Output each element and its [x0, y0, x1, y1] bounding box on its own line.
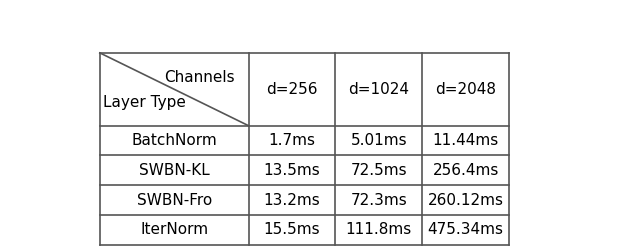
- Text: 111.8ms: 111.8ms: [346, 222, 412, 237]
- Text: 72.5ms: 72.5ms: [351, 163, 407, 178]
- Text: SWBN-KL: SWBN-KL: [139, 163, 210, 178]
- Text: 5.01ms: 5.01ms: [351, 133, 407, 148]
- Text: 1.7ms: 1.7ms: [269, 133, 316, 148]
- Text: BatchNorm: BatchNorm: [131, 133, 217, 148]
- Text: d=256: d=256: [266, 82, 318, 97]
- Text: 256.4ms: 256.4ms: [433, 163, 499, 178]
- Text: IterNorm: IterNorm: [140, 222, 208, 237]
- Text: Layer Type: Layer Type: [103, 95, 186, 110]
- Text: d=2048: d=2048: [435, 82, 496, 97]
- Text: d=1024: d=1024: [348, 82, 410, 97]
- Text: 475.34ms: 475.34ms: [428, 222, 504, 237]
- Text: 72.3ms: 72.3ms: [351, 192, 407, 207]
- Text: 13.2ms: 13.2ms: [264, 192, 321, 207]
- Text: 13.5ms: 13.5ms: [264, 163, 321, 178]
- Text: Channels: Channels: [164, 70, 234, 85]
- Text: 11.44ms: 11.44ms: [433, 133, 499, 148]
- Text: SWBN-Fro: SWBN-Fro: [136, 192, 212, 207]
- Text: 260.12ms: 260.12ms: [428, 192, 504, 207]
- Text: 15.5ms: 15.5ms: [264, 222, 321, 237]
